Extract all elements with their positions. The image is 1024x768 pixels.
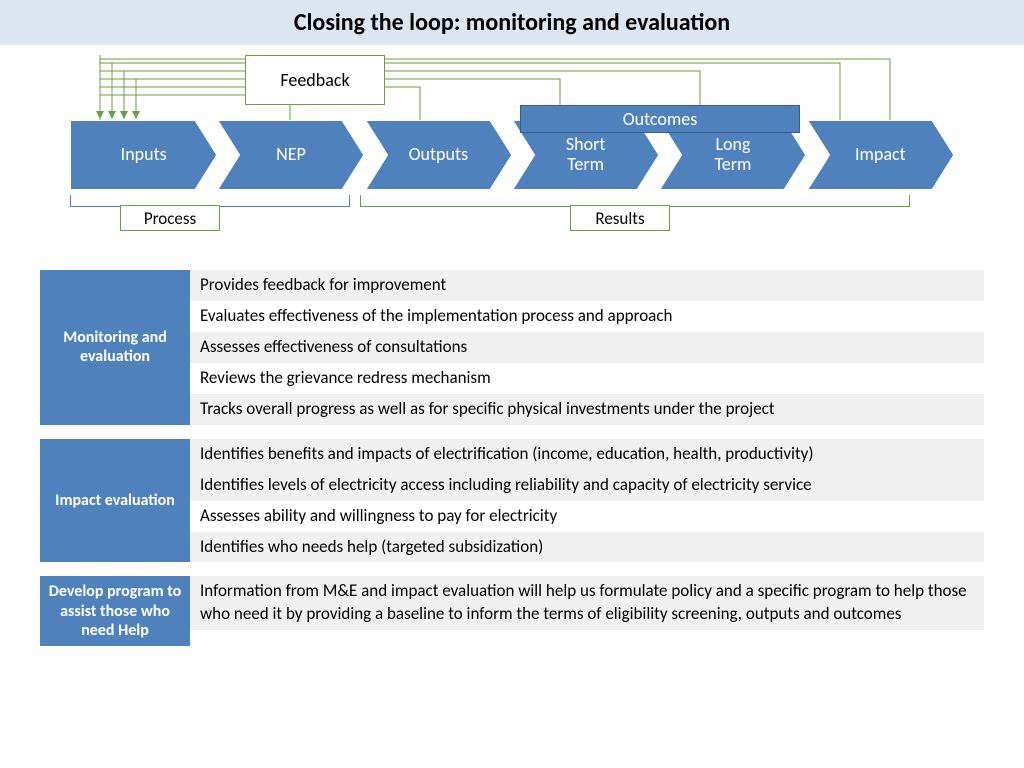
section-row: Assesses ability and willingness to pay …	[190, 501, 984, 532]
section-label: Develop program to assist those who need…	[40, 576, 190, 646]
feedback-box: Feedback	[245, 55, 385, 105]
stage-label: Inputs	[117, 145, 171, 165]
feedback-arrows	[70, 55, 954, 125]
section-rows: Provides feedback for improvementEvaluat…	[190, 270, 984, 425]
section-row: Evaluates effectiveness of the implement…	[190, 301, 984, 332]
results-box: Results	[570, 205, 670, 231]
outcomes-box: Outcomes	[520, 105, 800, 133]
page-title: Closing the loop: monitoring and evaluat…	[0, 0, 1024, 45]
section-row: Information from M&E and impact evaluati…	[190, 576, 984, 630]
sections: Monitoring and evaluationProvides feedba…	[40, 270, 984, 646]
logic-model-diagram: Feedback Outcomes Inputs NEP Outputs Sho…	[70, 55, 954, 255]
section-row: Tracks overall progress as well as for s…	[190, 394, 984, 425]
stage-label: NEP	[272, 145, 310, 165]
section-row: Identifies benefits and impacts of elect…	[190, 439, 984, 470]
section-row: Identifies levels of electricity access …	[190, 470, 984, 501]
stage-label: ShortTerm	[562, 135, 610, 175]
section: Impact evaluationIdentifies benefits and…	[40, 439, 984, 563]
process-box: Process	[120, 205, 220, 231]
stage-label: LongTerm	[711, 135, 756, 175]
stage-inputs: Inputs	[70, 120, 217, 190]
section-rows: Information from M&E and impact evaluati…	[190, 576, 984, 646]
section-label: Monitoring and evaluation	[40, 270, 190, 425]
section: Develop program to assist those who need…	[40, 576, 984, 646]
section-rows: Identifies benefits and impacts of elect…	[190, 439, 984, 563]
stage-label: Impact	[851, 145, 910, 165]
stage-outputs: Outputs	[365, 120, 512, 190]
section-row: Provides feedback for improvement	[190, 270, 984, 301]
section-row: Assesses effectiveness of consultations	[190, 332, 984, 363]
section-label: Impact evaluation	[40, 439, 190, 563]
stage-nep: NEP	[217, 120, 364, 190]
chevron-row: Inputs NEP Outputs ShortTerm LongTerm Im…	[70, 120, 954, 190]
section-row: Identifies who needs help (targeted subs…	[190, 532, 984, 563]
stage-impact: Impact	[807, 120, 954, 190]
section: Monitoring and evaluationProvides feedba…	[40, 270, 984, 425]
stage-label: Outputs	[405, 145, 472, 165]
section-row: Reviews the grievance redress mechanism	[190, 363, 984, 394]
